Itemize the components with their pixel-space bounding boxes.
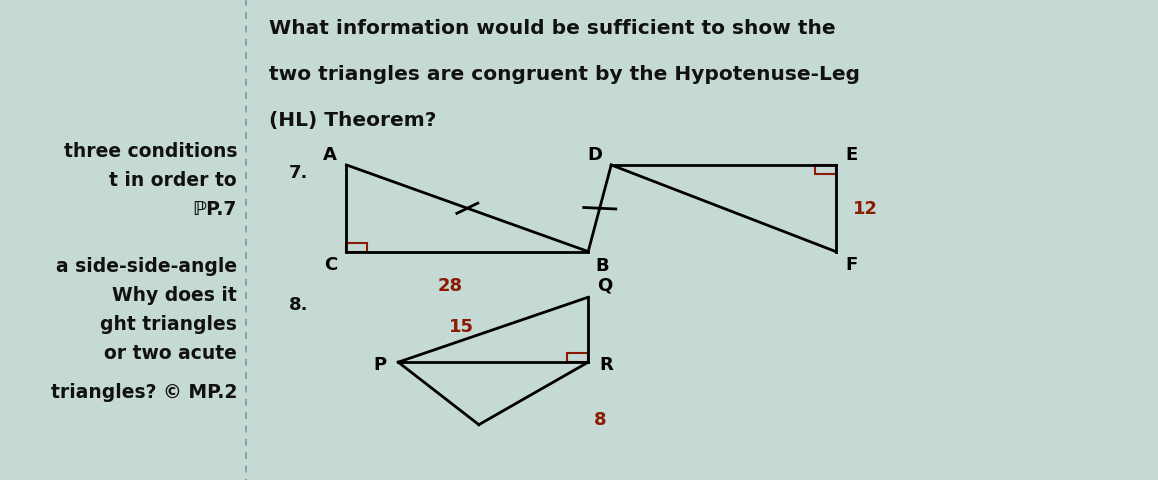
Text: D: D [587, 145, 602, 163]
Text: Why does it: Why does it [112, 286, 237, 305]
Text: 12: 12 [853, 200, 878, 218]
Text: What information would be sufficient to show the: What information would be sufficient to … [270, 19, 836, 38]
Text: F: F [845, 256, 857, 274]
Text: 28: 28 [438, 276, 463, 294]
Text: 7.: 7. [288, 163, 308, 181]
Text: P: P [374, 355, 387, 373]
Text: R: R [600, 355, 614, 373]
Text: a side-side-angle: a side-side-angle [56, 257, 237, 276]
Text: two triangles are congruent by the Hypotenuse-Leg: two triangles are congruent by the Hypot… [270, 65, 860, 84]
Text: B: B [595, 257, 609, 275]
Text: triangles? © MP.2: triangles? © MP.2 [51, 382, 237, 401]
Text: t in order to: t in order to [110, 170, 237, 190]
Text: or two acute: or two acute [104, 343, 237, 362]
Text: 8.: 8. [288, 295, 308, 313]
Text: 8: 8 [593, 410, 606, 428]
Text: ℙP.7: ℙP.7 [192, 199, 237, 218]
Text: C: C [324, 256, 337, 274]
Text: E: E [845, 145, 857, 163]
Text: 15: 15 [449, 317, 474, 336]
Text: three conditions: three conditions [64, 142, 237, 161]
Text: Q: Q [598, 276, 613, 294]
Text: A: A [323, 145, 337, 163]
Text: (HL) Theorem?: (HL) Theorem? [270, 110, 437, 130]
Text: ght triangles: ght triangles [101, 314, 237, 334]
